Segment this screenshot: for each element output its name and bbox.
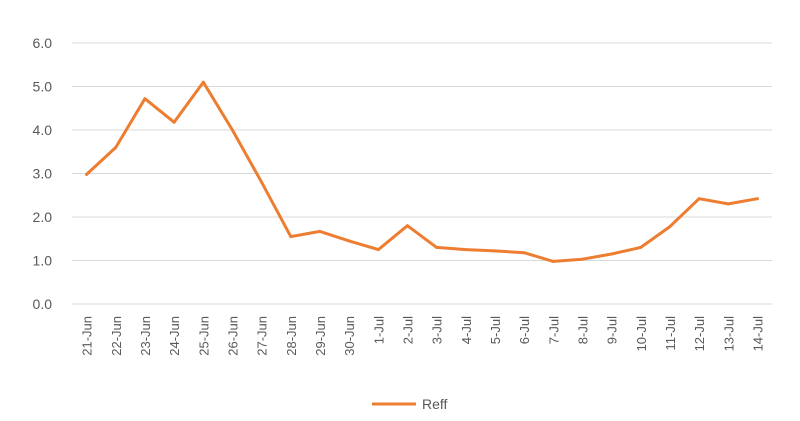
data-point — [347, 239, 351, 243]
x-tick-label: 11-Jul — [663, 316, 678, 351]
legend-label-reff: Reff — [422, 396, 448, 412]
y-tick-label: 1.0 — [33, 253, 53, 269]
x-tick-label: 28-Jun — [284, 316, 299, 356]
x-tick-label: 2-Jul — [400, 316, 415, 344]
x-tick-label: 25-Jun — [196, 316, 211, 356]
data-point — [172, 120, 176, 124]
x-tick-label: 30-Jun — [342, 316, 357, 356]
data-point — [522, 251, 526, 255]
data-point — [493, 249, 497, 253]
data-point — [260, 180, 264, 184]
data-point — [551, 259, 555, 263]
data-point — [143, 97, 147, 101]
x-tick-label: 7-Jul — [546, 316, 561, 344]
data-point — [318, 229, 322, 233]
data-point — [464, 248, 468, 252]
data-point — [639, 245, 643, 249]
data-point — [85, 172, 89, 176]
x-tick-label: 27-Jun — [255, 316, 270, 356]
x-tick-label: 9-Jul — [605, 316, 620, 344]
data-point — [289, 235, 293, 239]
series-line-reff — [85, 80, 759, 263]
x-tick-label: 21-Jun — [80, 316, 95, 356]
legend: Reff — [372, 396, 448, 412]
x-tick-label: 4-Jul — [459, 316, 474, 344]
x-tick-label: 6-Jul — [517, 316, 532, 344]
gridlines — [72, 42, 772, 305]
x-axis-tick-labels: 21-Jun 22-Jun 23-Jun 24-Jun 25-Jun 26-Jun 27-J… — [80, 316, 766, 356]
data-point — [435, 245, 439, 249]
data-point — [580, 257, 584, 261]
x-tick-label: 8-Jul — [575, 316, 590, 344]
data-point — [668, 225, 672, 229]
data-point — [405, 224, 409, 228]
series-group — [85, 80, 759, 263]
x-tick-label: 26-Jun — [225, 316, 240, 356]
x-tick-label: 14-Jul — [750, 316, 765, 352]
data-point — [610, 252, 614, 256]
data-point — [726, 202, 730, 206]
x-tick-label: 13-Jul — [721, 316, 736, 352]
y-axis-tick-labels: 0.0 1.0 2.0 3.0 4.0 5.0 6.0 — [33, 35, 53, 312]
x-tick-label: 10-Jul — [634, 316, 649, 352]
x-tick-label: 24-Jun — [167, 316, 182, 356]
y-tick-label: 5.0 — [33, 79, 53, 95]
x-tick-label: 22-Jun — [109, 316, 124, 356]
y-tick-label: 2.0 — [33, 209, 53, 225]
data-point — [697, 197, 701, 201]
y-tick-label: 3.0 — [33, 166, 53, 182]
data-point — [376, 248, 380, 252]
x-tick-label: 29-Jun — [313, 316, 328, 356]
y-tick-label: 6.0 — [33, 35, 53, 51]
data-point — [755, 197, 759, 201]
y-tick-label: 0.0 — [33, 296, 53, 312]
x-tick-label: 5-Jul — [488, 316, 503, 344]
data-point — [201, 80, 205, 84]
x-tick-label: 3-Jul — [430, 316, 445, 344]
y-tick-label: 4.0 — [33, 122, 53, 138]
x-tick-label: 12-Jul — [692, 316, 707, 352]
x-tick-label: 23-Jun — [138, 316, 153, 356]
data-point — [230, 128, 234, 132]
data-point — [114, 145, 118, 149]
x-tick-label: 1-Jul — [371, 316, 386, 344]
